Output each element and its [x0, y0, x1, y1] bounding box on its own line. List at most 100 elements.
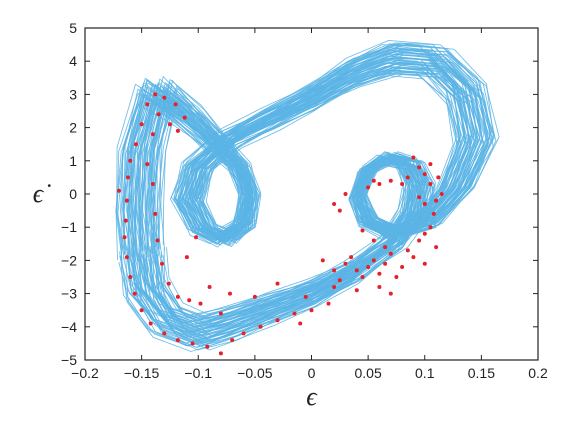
poincare-point	[377, 285, 382, 289]
y-tick-label: −1	[61, 219, 77, 235]
poincare-point	[134, 142, 138, 147]
poincare-point	[124, 255, 129, 260]
poincare-point	[371, 258, 376, 263]
ticks-layer: −0.2 −0.15 −0.1 −0.05 0 0.05 0.1 0.15 0.2 −5 −4 −3 −…	[61, 20, 548, 381]
poincare-point	[405, 175, 410, 180]
poincare-point	[175, 294, 180, 299]
poincare-point	[349, 255, 354, 260]
poincare-point	[190, 341, 195, 346]
y-tick-label: 4	[69, 53, 77, 69]
poincare-point	[332, 268, 337, 273]
x-tick-label: −0.2	[71, 365, 99, 381]
poincare-point	[187, 298, 192, 303]
trajectory-line	[137, 50, 469, 344]
y-tick-label: 3	[69, 86, 77, 102]
poincare-point	[228, 291, 232, 296]
trajectory-line	[152, 55, 457, 341]
poincare-point	[434, 198, 439, 203]
poincare-point	[428, 162, 433, 167]
x-tick-label: −0.15	[124, 365, 160, 381]
poincare-point	[383, 261, 388, 266]
poincare-point	[162, 95, 167, 100]
trajectory-layer	[115, 39, 500, 352]
poincare-point	[117, 188, 121, 193]
x-tick-label: 0.15	[468, 365, 495, 381]
poincare-point	[123, 218, 128, 223]
poincare-point	[411, 155, 416, 160]
poincare-point	[343, 261, 348, 266]
poincare-point	[153, 92, 158, 97]
trajectory-line	[150, 49, 465, 339]
x-tick-label: 0.05	[355, 365, 382, 381]
poincare-point	[371, 178, 376, 183]
poincare-point	[377, 182, 382, 186]
poincare-point	[439, 192, 444, 196]
poincare-point	[436, 175, 441, 180]
poincare-point	[128, 275, 133, 279]
y-tick-label: 0	[69, 186, 77, 202]
y-tick-label: 5	[69, 20, 77, 36]
poincare-point	[258, 324, 263, 329]
poincare-point	[411, 255, 416, 260]
poincare-point	[162, 331, 167, 336]
poincare-point	[166, 281, 171, 286]
poincare-point	[360, 275, 365, 279]
poincare-point	[218, 311, 223, 316]
trajectory-line	[135, 71, 489, 316]
poincare-point	[167, 122, 172, 127]
poincare-point	[428, 182, 433, 186]
poincare-point	[150, 132, 155, 137]
poincare-point	[182, 115, 187, 120]
poincare-point	[377, 271, 382, 276]
poincare-point	[388, 178, 393, 183]
poincare-point	[332, 285, 337, 289]
poincare-point	[156, 112, 161, 117]
trajectory-line	[149, 69, 458, 324]
trajectory-line	[153, 66, 471, 321]
y-tick-label: −4	[61, 319, 77, 335]
poincare-point	[173, 102, 178, 107]
poincare-point	[417, 238, 422, 243]
trajectory-line	[154, 46, 460, 343]
poincare-point	[155, 238, 160, 243]
poincare-point	[145, 162, 150, 167]
y-tick-label: 1	[69, 153, 77, 169]
poincare-point	[360, 228, 365, 233]
poincare-point	[184, 255, 189, 260]
poincare-point	[132, 291, 137, 296]
poincare-point	[218, 351, 223, 356]
poincare-point	[252, 294, 257, 299]
y-axis-label: ϵ̇	[33, 179, 51, 208]
poincare-point	[150, 182, 155, 186]
poincare-point	[332, 202, 337, 206]
poincare-point	[205, 344, 210, 349]
trajectory-line	[141, 69, 469, 326]
poincare-point	[428, 225, 433, 230]
poincare-point	[207, 285, 212, 289]
poincare-point	[298, 321, 303, 326]
poincare-point	[128, 158, 133, 163]
poincare-point	[122, 235, 127, 240]
poincare-point	[405, 248, 410, 253]
poincare-point	[126, 175, 130, 180]
poincare-point	[139, 122, 144, 127]
y-tick-label: −3	[61, 286, 77, 302]
poincare-point	[343, 192, 348, 196]
poincare-point	[326, 301, 331, 306]
x-tick-label: −0.1	[184, 365, 212, 381]
poincare-point	[148, 321, 153, 326]
poincare-point	[275, 318, 280, 323]
poincare-point	[198, 301, 203, 306]
poincare-point	[388, 291, 393, 296]
poincare-point	[400, 265, 405, 269]
poincare-point	[422, 261, 427, 266]
poincare-point	[366, 265, 371, 269]
trajectory-line	[130, 42, 493, 347]
x-tick-label: 0.2	[528, 365, 548, 381]
poincare-points-layer	[117, 92, 444, 356]
poincare-point	[303, 294, 308, 299]
poincare-point	[422, 172, 427, 177]
poincare-point	[337, 208, 342, 213]
poincare-point	[309, 308, 314, 313]
